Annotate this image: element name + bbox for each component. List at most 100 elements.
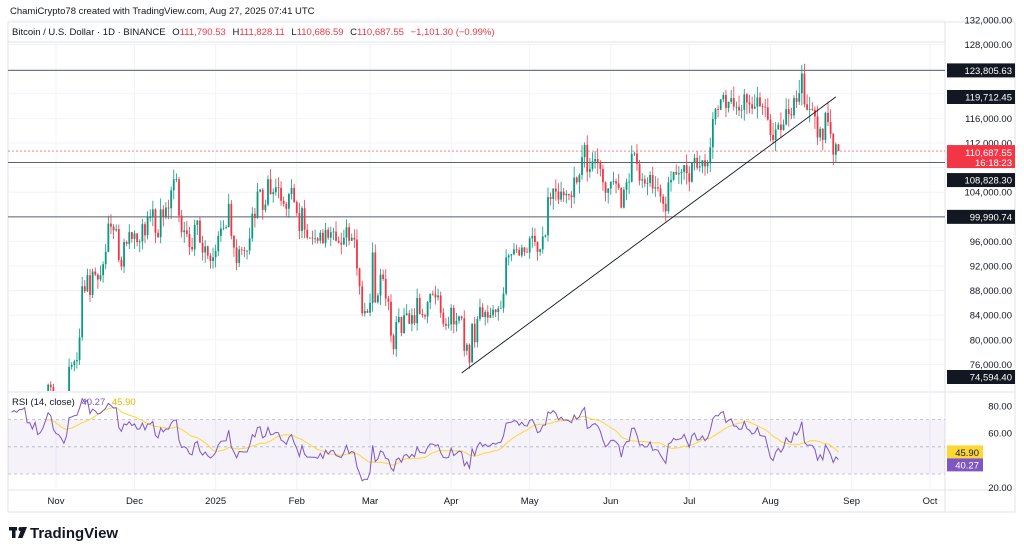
candle-body — [408, 313, 411, 324]
candle — [112, 224, 115, 240]
candle-body — [814, 109, 816, 117]
candle — [578, 173, 581, 194]
candle — [497, 306, 500, 321]
candle — [829, 109, 832, 139]
candle-body — [803, 73, 806, 105]
candle — [636, 144, 638, 171]
candle-body — [246, 250, 248, 252]
candle — [295, 200, 298, 216]
candle — [117, 224, 120, 263]
candle — [345, 219, 348, 247]
trendline[interactable] — [461, 96, 837, 374]
candle — [693, 154, 696, 171]
candle — [405, 304, 408, 316]
candle — [649, 171, 651, 187]
candle-body — [630, 154, 633, 182]
candle-body — [693, 157, 696, 163]
candle — [486, 305, 489, 324]
candle — [434, 285, 437, 305]
price-axis[interactable]: 132,000.00 128,000.00 116,000.00 112,000.00… — [947, 16, 1015, 495]
candle-body — [489, 315, 492, 318]
candle-body — [133, 233, 136, 239]
candle — [541, 226, 544, 254]
candle — [691, 162, 693, 183]
candle-body — [112, 226, 115, 231]
candle — [800, 64, 803, 106]
candle — [115, 224, 118, 232]
candle-body — [473, 323, 476, 343]
candle-body — [774, 129, 777, 140]
tradingview-logo[interactable]: TradingView — [9, 525, 118, 542]
candle — [214, 244, 217, 268]
candle-body — [405, 313, 408, 316]
candle-body — [450, 307, 453, 325]
candle — [272, 188, 275, 203]
candle-body — [732, 98, 735, 107]
candle-body — [269, 179, 272, 195]
candle — [594, 151, 597, 169]
candle-body — [780, 124, 782, 131]
candle-body — [366, 310, 369, 313]
candle — [91, 268, 94, 299]
candle-body — [47, 384, 50, 391]
candle-body — [811, 109, 814, 110]
candle — [110, 214, 112, 234]
candle-body — [827, 112, 829, 123]
candle-body — [636, 153, 638, 164]
candle — [130, 231, 133, 243]
candle-body — [588, 168, 591, 172]
candle-body — [570, 195, 573, 198]
candle — [382, 269, 385, 281]
time-tick-label: Dec — [126, 496, 143, 507]
candle — [376, 293, 379, 304]
candle — [484, 309, 487, 326]
candle — [384, 269, 387, 306]
candle — [337, 236, 340, 244]
candle-body — [261, 189, 264, 211]
candle — [104, 244, 107, 270]
candle — [738, 95, 740, 116]
candle — [573, 166, 576, 204]
candle — [452, 304, 455, 334]
rsi-title: RSI (14, close) — [12, 397, 75, 408]
candle-body — [243, 250, 246, 251]
candle-body — [518, 250, 521, 256]
candle-body — [761, 106, 764, 107]
candle — [204, 240, 207, 263]
candle — [445, 318, 447, 331]
candle — [159, 198, 162, 244]
candle-body — [421, 313, 424, 316]
candle-body — [683, 165, 685, 172]
candle-body — [560, 191, 562, 200]
time-tick-label: Nov — [48, 496, 65, 507]
candle-body — [384, 278, 387, 299]
candle-body — [274, 187, 277, 193]
candle-body — [599, 162, 602, 169]
candle-body — [594, 158, 597, 162]
candle — [280, 181, 282, 206]
horizontal-levels[interactable] — [8, 69, 945, 218]
candle — [238, 245, 241, 268]
candle — [201, 235, 204, 261]
candle — [301, 206, 303, 239]
candle — [761, 103, 764, 115]
candle — [199, 217, 201, 244]
candle — [81, 277, 84, 341]
candle — [68, 358, 70, 391]
candle — [342, 229, 345, 246]
candle-body — [167, 207, 170, 209]
candle-body — [434, 294, 437, 298]
candle-body — [586, 144, 589, 172]
candle — [816, 105, 819, 146]
candle — [243, 246, 246, 258]
candle — [523, 246, 526, 256]
trendline-segment[interactable] — [461, 96, 837, 374]
candle-body — [282, 200, 285, 204]
candle-body — [622, 189, 625, 208]
time-axis[interactable]: Nov Dec 2025 Feb Mar Apr May Jun Jul Aug Sep Oct — [48, 496, 938, 507]
candle — [780, 112, 782, 139]
candle-body — [397, 317, 400, 322]
candle-body — [293, 187, 296, 203]
candle — [78, 328, 81, 365]
